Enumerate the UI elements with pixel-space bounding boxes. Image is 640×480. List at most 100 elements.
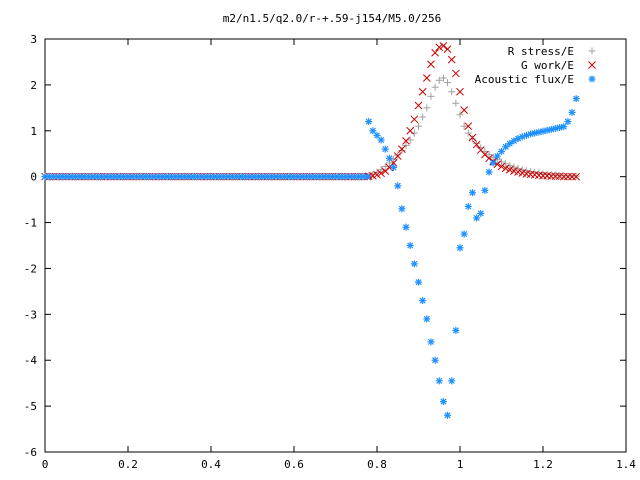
data-point: [163, 173, 171, 181]
data-point: [435, 377, 443, 385]
data-point: [497, 162, 506, 171]
data-point: [493, 152, 501, 160]
data-point: [377, 136, 385, 144]
x-tick-label: 0: [42, 458, 49, 471]
data-point: [460, 230, 468, 238]
data-point: [452, 326, 460, 334]
data-point: [493, 160, 502, 169]
data-point: [502, 160, 510, 168]
data-point: [63, 173, 71, 181]
data-point: [444, 411, 452, 419]
legend-marker: [588, 61, 596, 69]
data-point: [418, 87, 427, 96]
data-point: [394, 182, 402, 190]
data-point: [406, 242, 414, 249]
data-point: [180, 173, 188, 181]
data-point: [439, 42, 448, 50]
data-point: [447, 55, 456, 64]
data-point: [481, 186, 489, 194]
y-tick-label: -1: [24, 217, 37, 230]
data-point: [365, 118, 373, 126]
data-point: [350, 173, 358, 181]
data-point: [568, 108, 576, 116]
data-point: [410, 260, 418, 268]
data-point: [473, 140, 481, 148]
data-point: [427, 92, 435, 100]
axes: 0 0.2 0.4 0.6 0.8 1 1.2 1.4 3 2 1 0 -1 -2 -3 -4 -5 -6: [24, 33, 637, 471]
data-point: [150, 173, 158, 181]
data-point: [460, 122, 468, 130]
y-tick-label: 1: [30, 125, 37, 138]
data-point: [472, 140, 481, 149]
data-point: [410, 115, 419, 124]
data-point: [460, 106, 469, 114]
data-point: [406, 136, 414, 144]
data-point: [385, 154, 393, 162]
data-point: [398, 147, 406, 155]
data-point: [415, 278, 422, 286]
y-tick-label: -4: [24, 354, 38, 367]
y-tick-label: 0: [30, 171, 37, 184]
data-point: [501, 164, 510, 173]
series-2: [41, 95, 580, 419]
data-point: [307, 173, 315, 181]
data-point: [381, 145, 389, 153]
data-point: [415, 122, 422, 130]
x-tick-label: 1.4: [616, 458, 636, 471]
data-point: [255, 173, 263, 181]
data-point: [402, 223, 410, 231]
y-tick-label: 2: [30, 79, 37, 92]
data-point: [464, 129, 472, 137]
y-tick-label: -6: [24, 446, 37, 459]
data-point: [137, 173, 145, 181]
data-point: [268, 173, 276, 181]
data-point: [398, 145, 406, 153]
x-tick-label: 0.2: [118, 458, 138, 471]
data-point: [423, 315, 431, 323]
data-point: [564, 118, 572, 126]
data-point: [427, 338, 435, 346]
data-point: [456, 87, 464, 96]
data-point: [237, 173, 245, 181]
data-point: [444, 79, 452, 87]
data-point: [468, 189, 476, 197]
data-point: [402, 137, 410, 145]
data-point: [423, 104, 431, 112]
legend-label: G work/E: [521, 59, 574, 72]
legend-label: Acoustic flux/E: [475, 73, 574, 86]
data-point: [572, 95, 580, 103]
data-point: [233, 173, 241, 181]
data-point: [381, 163, 389, 171]
data-point: [377, 169, 386, 178]
legend-marker: [588, 47, 596, 55]
data-point: [502, 143, 510, 151]
data-point: [505, 165, 514, 174]
data-point: [477, 209, 485, 217]
x-tick-label: 1: [457, 458, 464, 471]
data-point: [115, 173, 123, 181]
data-point: [560, 123, 568, 131]
data-point: [393, 152, 402, 160]
data-point: [431, 48, 439, 57]
data-point: [133, 173, 141, 181]
legend-marker: [588, 75, 596, 83]
data-point: [443, 45, 452, 53]
data-point: [510, 163, 518, 171]
data-point: [390, 163, 398, 171]
data-point: [406, 126, 415, 135]
x-tick-label: 0.4: [201, 458, 221, 471]
x-tick-label: 0.6: [284, 458, 304, 471]
data-point: [448, 377, 456, 385]
x-tick-label: 0.8: [367, 458, 387, 471]
data-point: [422, 74, 431, 82]
data-point: [427, 60, 435, 69]
data-point: [456, 244, 464, 252]
data-point: [435, 43, 444, 52]
data-point: [464, 122, 473, 131]
data-point: [394, 151, 402, 159]
data-point: [98, 173, 106, 181]
chart-title: m2/n1.5/q2.0/r-+.59-j154/M5.0/256: [223, 12, 442, 25]
